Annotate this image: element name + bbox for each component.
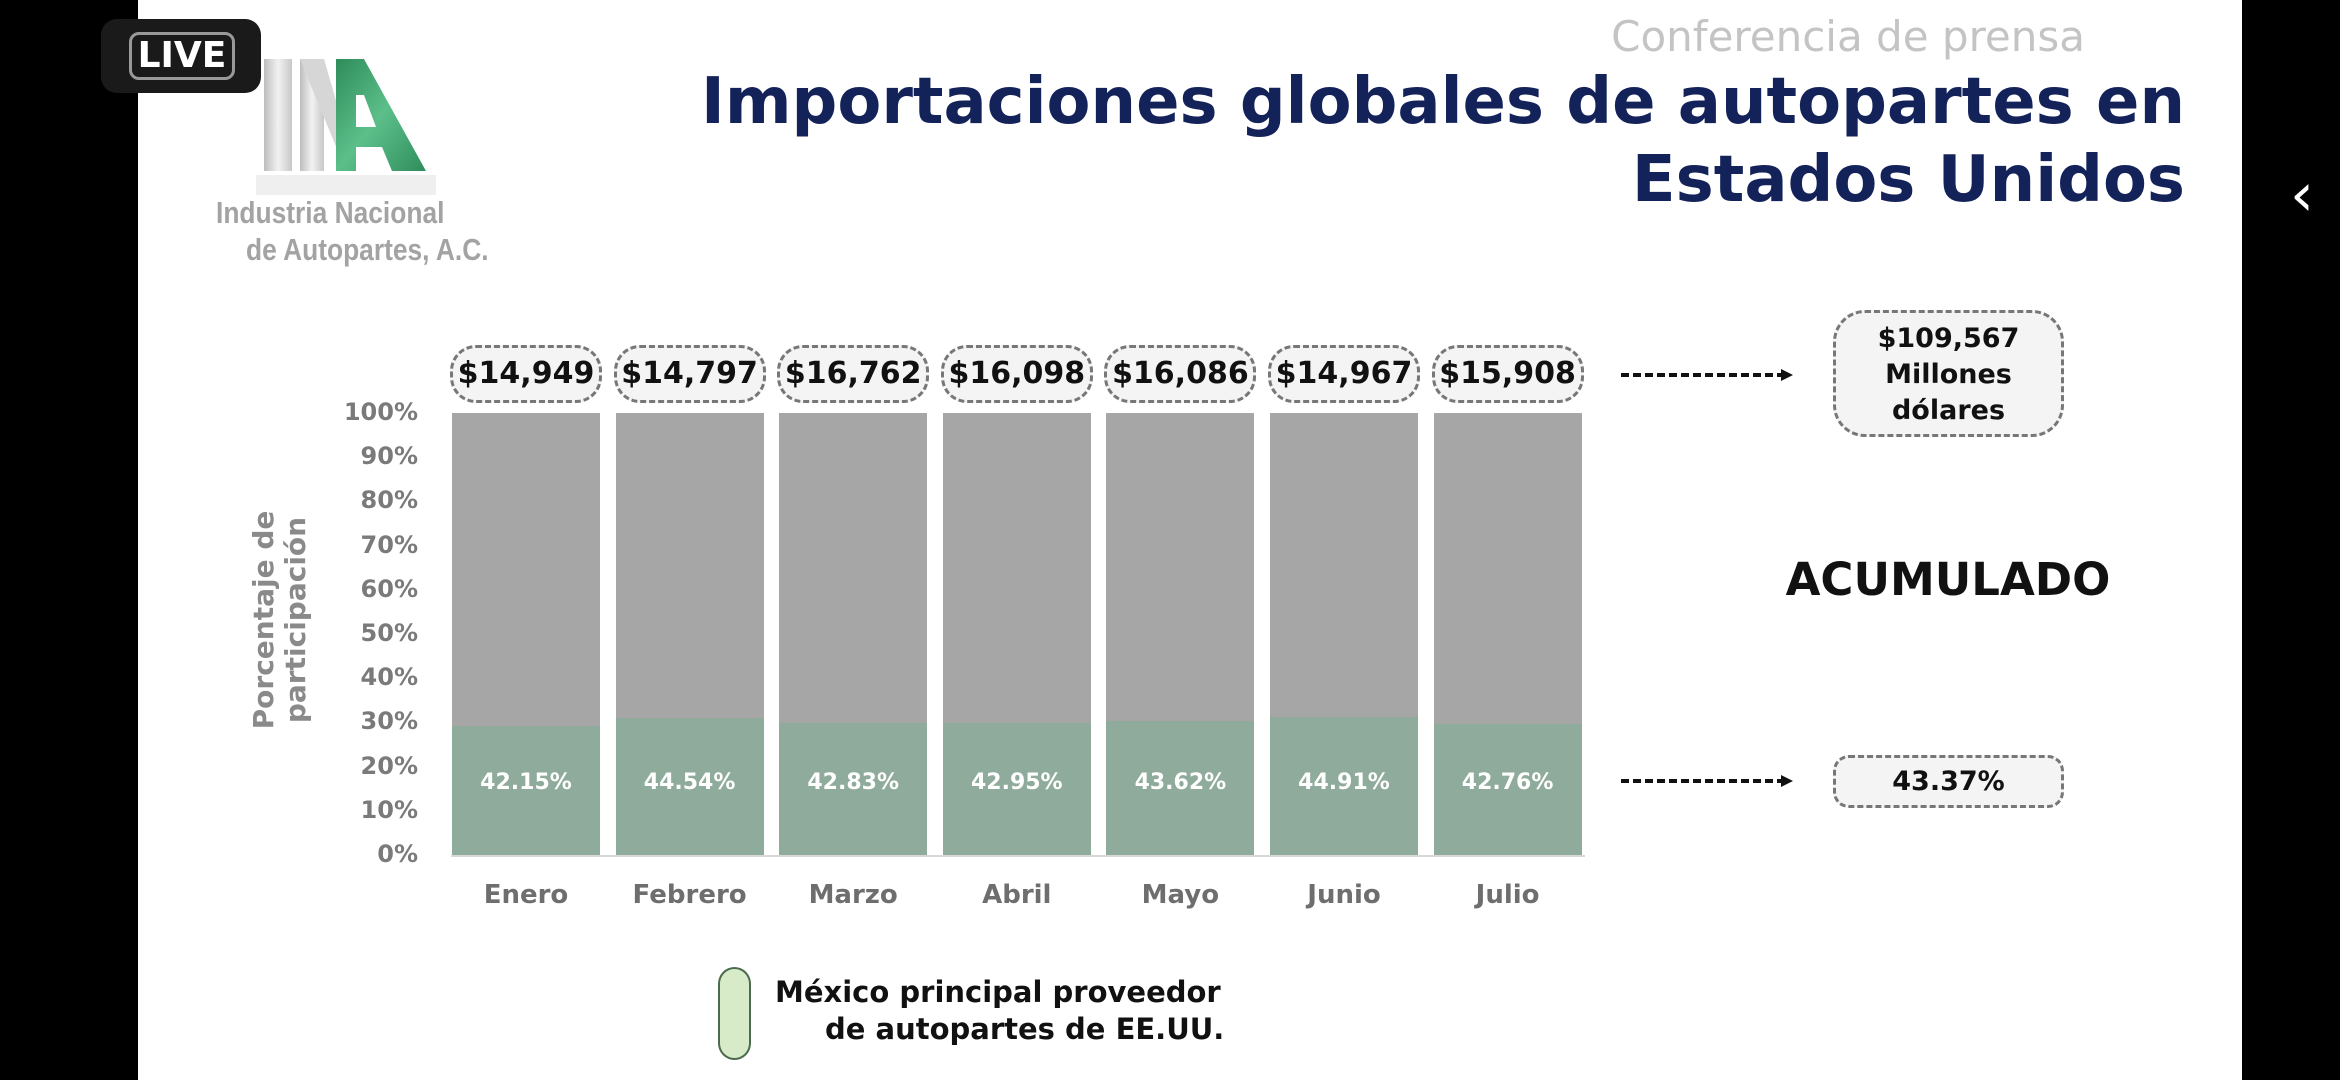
total-label-pill: $14,949 — [450, 345, 602, 403]
x-tick-label: Julio — [1475, 880, 1540, 910]
logo-text-line1: Industria Nacional — [216, 195, 445, 230]
y-tick-label: 70% — [360, 530, 418, 559]
live-badge: LIVE — [101, 19, 261, 93]
total-unit-line1: Millones — [1885, 359, 2012, 390]
title-line1: Importaciones globales de autopartes en — [701, 65, 2185, 139]
y-axis-title-line2: participación — [279, 516, 312, 724]
y-tick-label: 90% — [360, 442, 418, 471]
x-tick-label: Junio — [1307, 880, 1381, 910]
x-tick-label: Abril — [982, 880, 1052, 910]
x-axis-line — [451, 855, 1585, 857]
y-axis-title-line1: Porcentaje de — [247, 510, 280, 730]
x-tick-label: Enero — [483, 880, 569, 910]
y-tick-label: 10% — [360, 795, 418, 824]
total-label-pill: $15,908 — [1431, 345, 1584, 403]
total-unit-line2: dólares — [1891, 395, 2006, 426]
bar-share-label: 42.95% — [970, 770, 1063, 795]
bar-junio: 44.91% — [1270, 413, 1418, 855]
y-tick-label: 60% — [360, 574, 418, 603]
legend-swatch-icon — [718, 967, 751, 1060]
bar-share-label: 42.76% — [1461, 770, 1554, 795]
y-tick-label: 50% — [360, 619, 418, 647]
total-label-pill: $14,797 — [613, 345, 766, 403]
bar-segment-mexico — [452, 725, 600, 855]
dashed-arrow-share — [1621, 775, 1793, 787]
bar-segment-mexico — [942, 723, 1091, 855]
y-tick-label: 40% — [360, 663, 418, 692]
total-label-pill: $16,762 — [777, 345, 930, 403]
bar-segment-mexico — [1270, 717, 1418, 855]
total-label-pill: $14,967 — [1268, 345, 1420, 403]
bar-segment-mexico — [615, 718, 764, 855]
bar-segment-mexico — [1433, 723, 1582, 855]
total-label-pill: $16,098 — [940, 345, 1093, 403]
y-axis-title: Porcentaje de participación — [247, 510, 312, 730]
y-tick-label: 0% — [377, 840, 418, 868]
bar-julio: 42.76% — [1433, 413, 1582, 855]
x-tick-label: Mayo — [1141, 880, 1220, 910]
total-box: $109,567 Millones dólares — [1833, 310, 2064, 437]
total-label-pill: $16,086 — [1104, 345, 1257, 403]
bar-mayo: 43.62% — [1106, 413, 1255, 855]
y-tick-label: 20% — [360, 751, 418, 780]
title-line2: Estados Unidos — [1631, 143, 2185, 217]
bar-segment-mexico — [779, 723, 928, 855]
legend-line2: de autopartes de EE.UU. — [825, 1012, 1225, 1046]
ina-logo-mark — [256, 59, 436, 195]
share-value: 43.37% — [1892, 766, 2005, 797]
bar-marzo: 42.83% — [779, 413, 928, 855]
bar-share-label: 44.91% — [1298, 770, 1390, 795]
bar-share-label: 42.83% — [807, 770, 899, 795]
y-tick-label: 100% — [343, 398, 418, 426]
share-box: 43.37% — [1833, 755, 2064, 808]
subtitle: Conferencia de prensa — [1611, 12, 2085, 61]
bar-enero: 42.15% — [452, 413, 600, 855]
bar-share-label: 44.54% — [643, 770, 736, 795]
logo-text-line2: de Autopartes, A.C. — [246, 232, 489, 267]
bar-segment-mexico — [1106, 721, 1255, 855]
acumulado-heading: ACUMULADO — [1785, 553, 2111, 606]
bar-abril: 42.95% — [942, 413, 1091, 855]
x-tick-label: Marzo — [808, 880, 898, 910]
y-tick-label: 30% — [360, 707, 418, 736]
total-value: $109,567 — [1877, 323, 2020, 354]
bar-febrero: 44.54% — [615, 413, 764, 855]
ina-logo: Industria Nacional de Autopartes, A.C. — [216, 55, 546, 275]
live-label: LIVE — [129, 32, 235, 80]
x-tick-label: Febrero — [632, 880, 747, 910]
chevron-left-icon[interactable]: ‹ — [2290, 160, 2314, 230]
bar-share-label: 42.15% — [480, 770, 572, 795]
y-tick-label: 80% — [360, 486, 418, 515]
legend-line1: México principal proveedor — [775, 975, 1221, 1009]
bar-share-label: 43.62% — [1134, 770, 1227, 795]
dashed-arrow-total — [1621, 369, 1793, 381]
